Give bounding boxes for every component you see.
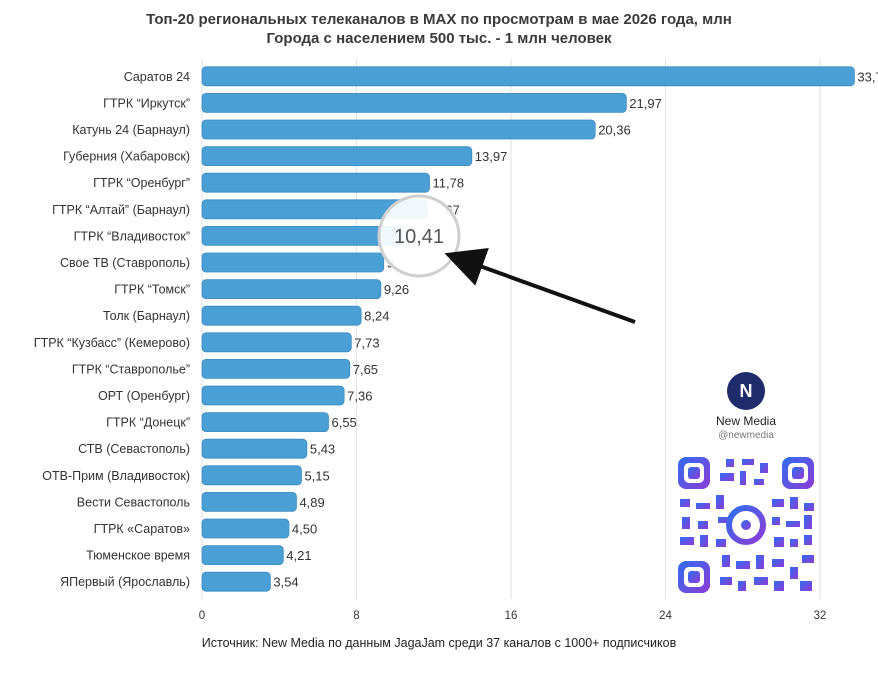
bar	[201, 279, 382, 300]
bar	[201, 172, 430, 193]
x-tick-label: 0	[199, 610, 205, 622]
bar	[201, 66, 855, 87]
value-label: 20,36	[598, 123, 631, 138]
category-label: ГТРК “Донецк”	[106, 416, 190, 430]
bar	[201, 385, 345, 406]
callout-value: 10,41	[394, 226, 444, 248]
callout: 10,41	[377, 194, 636, 324]
value-label: 7,65	[353, 362, 378, 377]
bar	[201, 491, 297, 512]
value-label: 5,15	[304, 468, 329, 483]
bar	[201, 332, 352, 353]
category-label: ОРТ (Оренбург)	[98, 389, 190, 403]
category-label: ОТВ-Прим (Владивосток)	[42, 469, 190, 483]
bar	[201, 465, 302, 486]
bar	[201, 571, 271, 592]
category-label: ГТРК “Иркутск”	[103, 96, 190, 110]
category-label: ГТРК “Оренбург”	[93, 176, 190, 190]
value-label: 6,55	[331, 415, 356, 430]
value-label: 7,36	[347, 389, 372, 404]
category-label: Тюменское время	[86, 549, 190, 563]
category-label: СТВ (Севастополь)	[78, 442, 190, 456]
category-label: ГТРК “Алтай” (Барнаул)	[52, 203, 190, 217]
x-tick-label: 32	[814, 610, 827, 622]
qr-code-icon[interactable]	[676, 455, 816, 595]
bar	[201, 252, 385, 273]
value-label: 21,97	[629, 96, 662, 111]
value-label: 3,54	[273, 575, 298, 590]
category-label: Толк (Барнаул)	[103, 309, 190, 323]
value-label: 5,43	[310, 442, 335, 457]
brand-handle: @newmedia	[718, 430, 774, 441]
magnifier-circle	[377, 194, 461, 278]
value-label: 4,21	[286, 548, 311, 563]
category-label: Губерния (Хабаровск)	[63, 150, 190, 164]
chart-subtitle: Города с населением 500 тыс. - 1 млн чел…	[266, 30, 612, 47]
category-labels: Саратов 24 ГТРК “Иркутск” Катунь 24 (Барна…	[34, 70, 190, 589]
category-label: ГТРК “Кузбасс” (Кемерово)	[34, 336, 190, 350]
bar	[201, 119, 596, 140]
value-label: 4,50	[292, 522, 317, 537]
new-media-logo-icon: N	[727, 372, 765, 410]
category-label: Саратов 24	[124, 70, 190, 84]
bar	[201, 93, 627, 113]
bar	[201, 305, 362, 326]
category-label: ГТРК “Владивосток”	[74, 229, 190, 243]
brand-block: N New Media @newmedia	[676, 372, 816, 441]
category-label: ГТРК «Саратов»	[94, 522, 190, 536]
value-label: 9,26	[384, 282, 409, 297]
source-note: Источник: New Media по данным JagaJam ср…	[201, 636, 677, 650]
category-label: Вести Севастополь	[77, 495, 190, 509]
callout-arrow	[444, 248, 636, 324]
bar	[201, 518, 290, 539]
bar	[201, 358, 351, 379]
bar	[201, 225, 404, 246]
bar	[201, 146, 473, 167]
category-label: ГТРК “Ставрополье”	[72, 362, 190, 376]
category-label: Свое ТВ (Ставрополь)	[60, 256, 190, 270]
value-label: 11,78	[433, 176, 465, 191]
brand-name: New Media	[715, 414, 777, 428]
category-label: Катунь 24 (Барнаул)	[72, 123, 190, 137]
x-tick-label: 16	[505, 610, 518, 622]
value-label: 7,73	[354, 335, 379, 350]
category-label: ЯПервый (Ярославль)	[60, 575, 190, 589]
x-tick-label: 8	[353, 610, 359, 622]
chart-title-line1: Топ-20 региональных телеканалов в MAX по…	[146, 11, 732, 28]
value-label: 13,97	[475, 149, 508, 164]
bar	[201, 545, 284, 565]
bar	[201, 412, 329, 433]
chart-title: Топ-20 региональных телеканалов в MAX по…	[0, 10, 878, 48]
x-axis-ticks: 0 8 16 24 32	[199, 610, 827, 622]
value-label: 4,89	[299, 495, 324, 510]
category-label: ГТРК “Томск”	[114, 283, 190, 297]
bars	[201, 66, 855, 592]
value-label: 33,78	[857, 69, 878, 84]
value-label: 8,24	[364, 309, 389, 324]
bar	[201, 438, 308, 459]
x-tick-label: 24	[659, 610, 672, 622]
